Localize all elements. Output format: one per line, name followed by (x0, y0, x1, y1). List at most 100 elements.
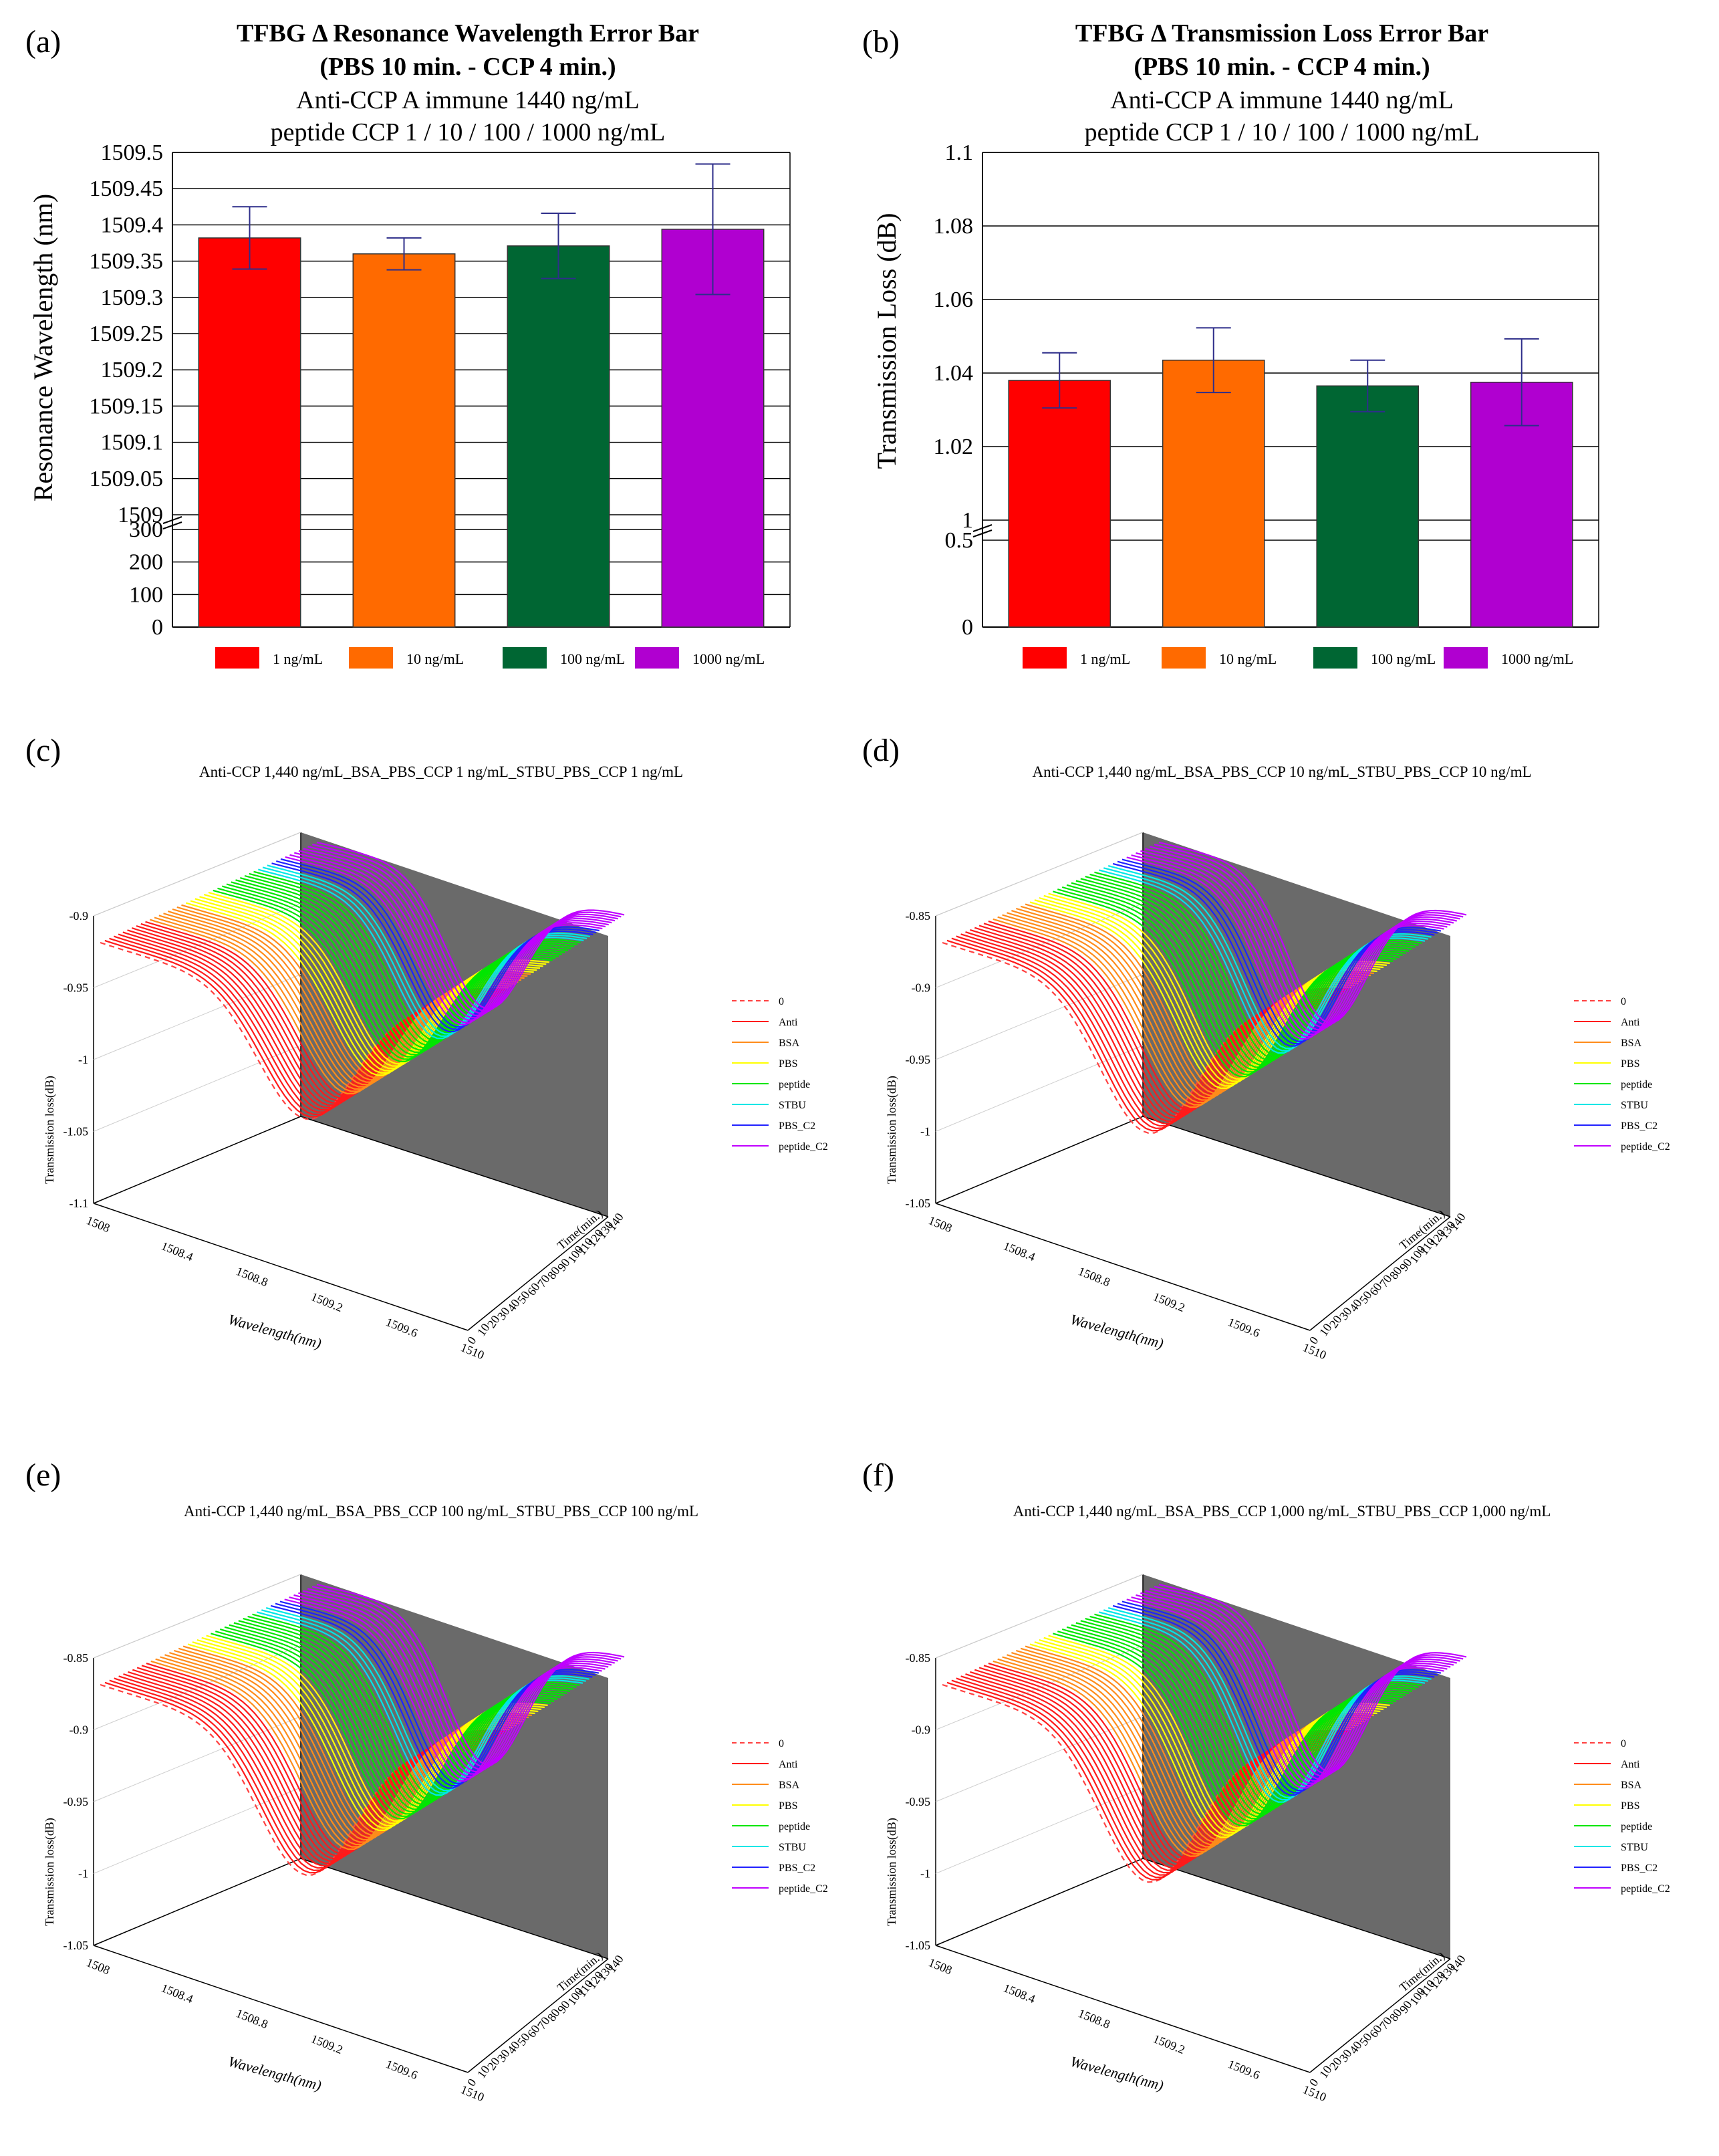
z-tick-label: -0.85 (63, 1651, 89, 1665)
chart-d-3d-plot: -0.85 -0.9 -0.95 -1 -1.05 1508 1508.4 1508.8 150… (885, 832, 1670, 1362)
legend-swatch (1162, 647, 1206, 669)
panel-e: (e) Anti-CCP 1,440 ng/mL_BSA_PBS_CCP 100… (25, 1457, 828, 2104)
z-tick-label: -0.85 (906, 909, 931, 923)
z-tick-label: -1.05 (906, 1197, 931, 1210)
bar-1 (1008, 380, 1111, 628)
y-tick-label: 1509.05 (90, 467, 164, 491)
bar-2 (1162, 360, 1265, 628)
chart-b-subtitle1: Anti-CCP A immune 1440 ng/mL (1110, 86, 1454, 114)
y-tick-label: 300 (129, 517, 163, 542)
chart-b-plot-area: 1.1 1.08 1.06 1.04 1.02 10.5 0 (934, 140, 1599, 640)
z-tick-label: -0.95 (906, 1053, 931, 1066)
x-tick-label: 1508 (85, 1213, 112, 1235)
z-tick-label: -1 (920, 1125, 930, 1139)
panel-label-f: (f) (862, 1457, 894, 1493)
legend-swatch (1023, 647, 1067, 669)
legend-label: 1 ng/mL (1080, 650, 1130, 667)
legend-label: 0 (1621, 996, 1626, 1007)
legend-label: STBU (1621, 1100, 1648, 1111)
legend-label: Anti (1621, 1759, 1640, 1770)
floor-edge-back (300, 1858, 609, 1959)
panel-label-a: (a) (25, 24, 61, 59)
chart-b-ylabel: Transmission Loss (dB) (872, 213, 902, 469)
floor-edge (935, 1116, 1144, 1204)
floor-edge (93, 1858, 301, 1946)
legend-swatch (1313, 647, 1357, 669)
legend-label: peptide (1621, 1079, 1652, 1090)
legend-label: Anti (779, 1759, 798, 1770)
legend-label: STBU (1621, 1842, 1648, 1853)
y-tick-label: 1.02 (934, 435, 974, 459)
ylabel-3d: Transmission loss(dB) (43, 1818, 57, 1926)
legend-label: STBU (779, 1842, 806, 1853)
wall-gridline (935, 1574, 1144, 1659)
wall-gridline (935, 974, 1144, 1060)
legend-swatch (503, 647, 547, 669)
t-axis-3d (467, 1216, 609, 1331)
wall-gridline (93, 1716, 301, 1802)
x-tick-label: 1509.2 (309, 1290, 345, 1314)
z-tick-label: -0.9 (70, 909, 89, 923)
panel-f: (f) Anti-CCP 1,440 ng/mL_BSA_PBS_CCP 1,0… (862, 1457, 1670, 2104)
bar-2 (352, 253, 456, 628)
legend-label: STBU (779, 1100, 806, 1111)
legend-swatch (635, 647, 679, 669)
x-tick-label: 1508 (927, 1213, 954, 1235)
y-tick-label: 1509.15 (90, 394, 164, 418)
y-tick-label: 1509 (118, 503, 163, 527)
ylabel-3d: Transmission loss(dB) (885, 1818, 899, 1926)
y-tick-label: 1509.2 (101, 358, 164, 382)
x-tick-label: 1509.2 (1152, 2032, 1187, 2056)
legend-label: PBS_C2 (779, 1120, 815, 1132)
x-tick-label: 1509.2 (309, 2032, 345, 2056)
x-tick-label: 1508 (927, 1955, 954, 1977)
chart-b-legend: 1 ng/mL 10 ng/mL 100 ng/mL 1000 ng/mL (1023, 647, 1573, 669)
xlabel-3d: Wavelength(nm) (1069, 2053, 1166, 2094)
axis-break-mark (972, 524, 993, 537)
bar-4 (661, 229, 765, 628)
legend-label: PBS_C2 (1621, 1863, 1658, 1874)
legend-label: 1000 ng/mL (1501, 650, 1573, 667)
z-tick-label: -1 (78, 1053, 88, 1066)
legend-label: 100 ng/mL (560, 650, 625, 667)
legend-label: Anti (1621, 1017, 1640, 1028)
z-tick-label: -0.95 (63, 981, 89, 995)
chart-a-ylabel: Resonance Wavelength (nm) (28, 194, 58, 501)
z-tick-label: -1.05 (63, 1939, 89, 1952)
chart-a-plot-area: 1509.5 1509.45 1509.4 1509.35 1509.3 1509.25 1… (90, 140, 791, 640)
x-tick-label: 1508.4 (1002, 1981, 1037, 2006)
x-tick-label: 1508.4 (160, 1981, 195, 2006)
panel-label-d: (d) (862, 733, 900, 768)
legend-label: 0 (779, 996, 784, 1007)
z-tick-label: -1 (78, 1867, 88, 1881)
chart-e-title: Anti-CCP 1,440 ng/mL_BSA_PBS_CCP 100 ng/… (184, 1503, 698, 1520)
legend-label: PBS (779, 1800, 797, 1812)
legend-label: PBS_C2 (1621, 1120, 1658, 1132)
wall-gridline (93, 974, 301, 1060)
x-tick-label: 1508.8 (235, 1264, 270, 1289)
axis-break-mark (162, 516, 182, 529)
ylabel-3d: Transmission loss(dB) (43, 1076, 57, 1184)
curve-peptide_C2 (1158, 841, 1467, 1024)
z-tick-label: -1.05 (906, 1939, 931, 1952)
z-tick-label: -0.9 (912, 1723, 931, 1737)
chart-a-subtitle2: peptide CCP 1 / 10 / 100 / 1000 ng/mL (271, 118, 666, 146)
t-axis-3d (467, 1958, 609, 2073)
legend-label: Anti (779, 1017, 798, 1028)
y-tick-label: 1509.35 (90, 249, 164, 274)
z-tick-label: -0.85 (906, 1651, 931, 1665)
x-tick-label: 1508.4 (160, 1239, 195, 1264)
curve-peptide_C2 (1158, 1583, 1467, 1773)
floor-edge (935, 1858, 1144, 1946)
wall-gridline (93, 1645, 301, 1730)
legend-label: 1 ng/mL (273, 650, 323, 667)
y-tick-label: 200 (129, 550, 163, 575)
panel-d: (d) Anti-CCP 1,440 ng/mL_BSA_PBS_CCP 10 … (862, 733, 1670, 1362)
x-axis-3d (935, 1945, 1311, 2073)
legend-label: 1000 ng/mL (692, 650, 765, 667)
y-tick-label: 1509.45 (90, 176, 164, 201)
chart-e-3d-plot: -0.85 -0.9 -0.95 -1 -1.05 1508 1508.4 1508.8 150… (43, 1574, 828, 2104)
z-tick-label: -1 (920, 1867, 930, 1881)
y-tick-label: 1509.1 (101, 431, 164, 455)
